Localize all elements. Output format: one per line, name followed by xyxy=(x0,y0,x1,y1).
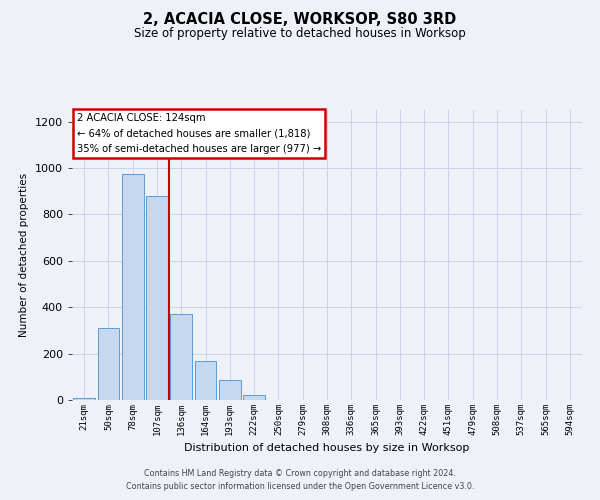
Y-axis label: Number of detached properties: Number of detached properties xyxy=(19,173,29,337)
Bar xyxy=(170,314,192,400)
Bar xyxy=(122,174,143,400)
Text: Contains public sector information licensed under the Open Government Licence v3: Contains public sector information licen… xyxy=(126,482,474,491)
Bar xyxy=(73,398,95,400)
Bar xyxy=(243,395,265,400)
Bar xyxy=(194,360,217,400)
Text: Size of property relative to detached houses in Worksop: Size of property relative to detached ho… xyxy=(134,28,466,40)
Text: Contains HM Land Registry data © Crown copyright and database right 2024.: Contains HM Land Registry data © Crown c… xyxy=(144,468,456,477)
Bar xyxy=(146,196,168,400)
Text: 2 ACACIA CLOSE: 124sqm
← 64% of detached houses are smaller (1,818)
35% of semi-: 2 ACACIA CLOSE: 124sqm ← 64% of detached… xyxy=(77,113,322,154)
Bar xyxy=(219,380,241,400)
Bar xyxy=(97,328,119,400)
Text: 2, ACACIA CLOSE, WORKSOP, S80 3RD: 2, ACACIA CLOSE, WORKSOP, S80 3RD xyxy=(143,12,457,28)
X-axis label: Distribution of detached houses by size in Worksop: Distribution of detached houses by size … xyxy=(184,444,470,454)
